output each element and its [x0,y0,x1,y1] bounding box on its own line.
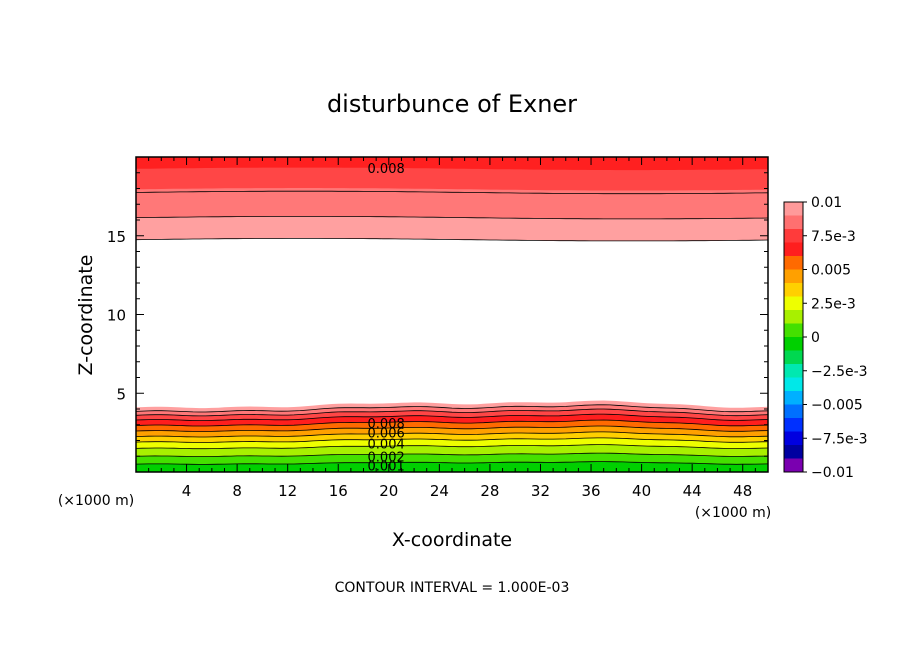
x-axis-label: X-coordinate [392,529,512,551]
x-tick-label: 24 [430,482,449,500]
colorbar-tick-label: −2.5e-3 [811,364,868,380]
x-tick-label: 40 [632,482,651,500]
colorbar-swatch [784,323,803,338]
contour-interval-footer: CONTOUR INTERVAL = 1.000E-03 [335,580,570,596]
y-axis-label: Z-coordinate [75,255,97,376]
colorbar-swatch [784,202,803,216]
lower-contour-line [135,431,769,438]
colorbar-tick-label: 2.5e-3 [811,296,856,312]
contour-label: 0.002 [368,450,405,465]
upper-fill-band [136,157,768,171]
colorbar-tick-label: 0 [811,330,820,346]
upper-contour-line [136,190,769,195]
lower-contour-line [135,437,769,443]
colorbar-swatch [784,350,803,365]
x-tick-label: 28 [480,482,499,500]
lower-contour-line [135,408,769,417]
colorbar-tick-label: −7.5e-3 [811,431,868,447]
lower-contour-line [135,413,769,421]
lower-contour-line [135,404,769,413]
lower-contour-line [135,444,769,450]
x-origin-unit-label: (×1000 m) [58,493,134,509]
colorbar-swatch [784,418,803,432]
colorbar-swatch [784,391,803,405]
colorbar-swatch [784,404,803,419]
colorbar-swatch [784,431,803,446]
y-tick-label: 15 [107,228,126,246]
contour-label: 0.008 [368,162,405,177]
colorbar-swatch [784,215,803,230]
colorbar-swatch [784,337,803,351]
contour-lines [135,190,769,465]
x-tick-label: 8 [232,482,242,500]
colorbar-tick-label: −0.005 [811,398,863,414]
x-tick-label: 44 [683,482,702,500]
contour-label: 0.006 [368,427,405,442]
colorbar: 0.01 7.5e-3 0.005 2.5e-3 0 −2.5e-3 −0.005 −7.5e… [783,195,868,481]
colorbar-tick-label: 0.005 [811,263,851,279]
x-tick-label: 12 [278,482,297,500]
colorbar-swatch [784,377,803,392]
x-tick-label: 36 [581,482,600,500]
x-tick-label: 32 [531,482,550,500]
colorbar-tick-label: 0.01 [811,195,842,211]
upper-contour-line [136,216,769,220]
colorbar-swatch [784,310,803,324]
colorbar-swatch [784,445,803,459]
lower-contour-line [135,419,769,427]
contour-label: 0.004 [368,438,405,453]
colorbar-swatch [784,458,803,473]
colorbar-tick-label: −0.01 [811,465,854,481]
colorbar-swatch [784,242,803,257]
upper-contour-line [135,238,769,242]
colorbar-swatch [784,283,803,297]
colorbar-tick-label: 7.5e-3 [811,229,856,245]
x-tick-label: 16 [329,482,348,500]
x-tick-label: 20 [379,482,398,500]
x-axis-unit-label: (×1000 m) [695,505,771,521]
lower-contour-line [135,425,769,432]
colorbar-swatch [784,296,803,311]
x-ticks: 4 8 12 16 20 24 28 32 36 40 44 48 [148,157,756,500]
x-tick-label: 48 [733,482,752,500]
colorbar-swatch [784,229,803,243]
y-ticks: 5 10 15 [107,172,768,457]
lower-contour-line [135,461,769,465]
y-tick-label: 10 [107,307,126,325]
lower-contour-line [135,452,769,457]
contour-label: 0.001 [368,460,405,475]
contour-label: 0.008 [368,417,405,432]
chart-title: disturbunce of Exner [327,90,577,118]
colorbar-swatch [784,269,803,284]
y-tick-label: 5 [116,385,126,403]
colorbar-swatch [784,256,803,270]
x-tick-label: 4 [182,482,192,500]
contour-fills [136,157,768,472]
colorbar-swatch [784,364,803,378]
